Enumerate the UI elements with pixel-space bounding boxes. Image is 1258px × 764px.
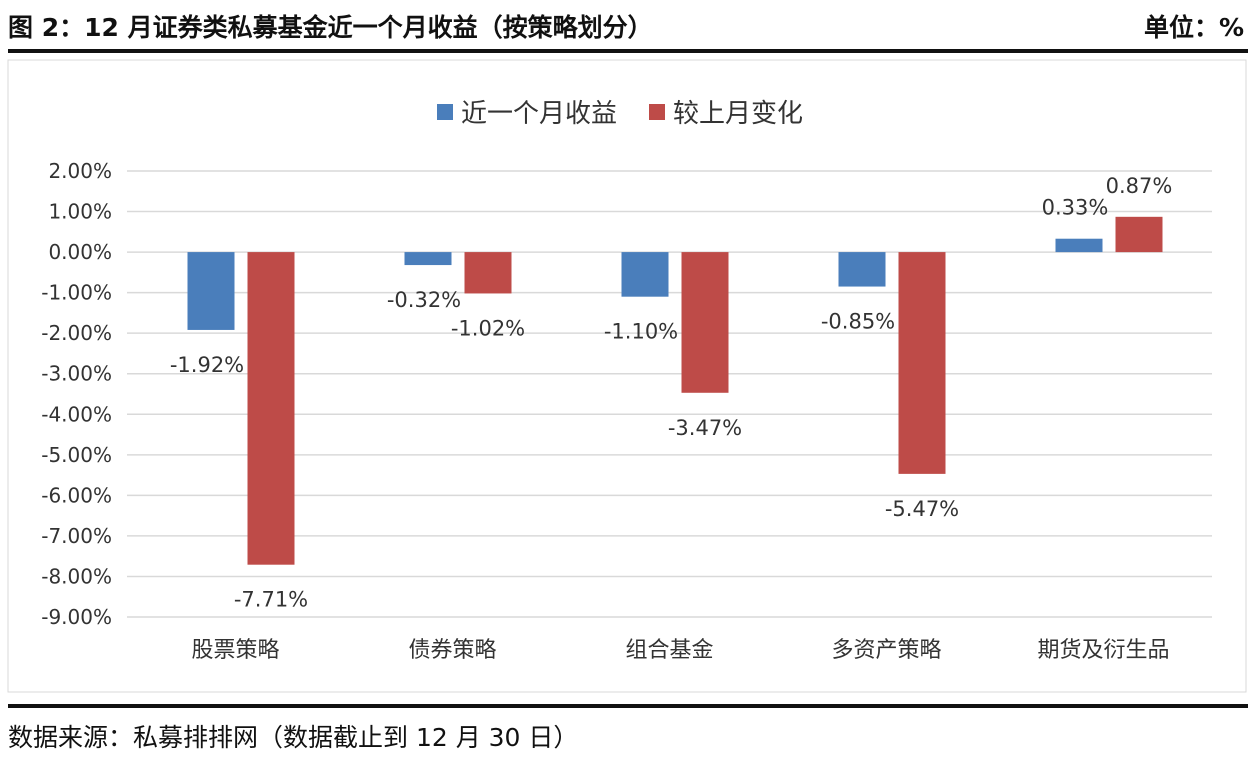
bar-change xyxy=(898,252,946,474)
bar-monthly-return xyxy=(621,252,669,297)
y-tick-label: -1.00% xyxy=(41,281,112,305)
y-tick-label: -7.00% xyxy=(41,524,112,548)
data-label: -7.71% xyxy=(234,588,308,612)
unit-label: 单位：% xyxy=(1143,13,1244,42)
y-tick-label: 2.00% xyxy=(48,159,112,183)
data-label: -3.47% xyxy=(668,416,742,440)
y-tick-label: -8.00% xyxy=(41,564,112,588)
y-tick-label: 0.00% xyxy=(48,240,112,264)
data-label: 0.33% xyxy=(1042,196,1109,220)
x-tick-label: 多资产策略 xyxy=(831,638,941,663)
legend-label: 近一个月收益 xyxy=(461,99,617,129)
bottom-rule xyxy=(8,704,1248,708)
y-tick-label: -5.00% xyxy=(41,443,112,467)
legend-swatch xyxy=(649,104,665,120)
y-tick-label: 1.00% xyxy=(48,200,112,224)
y-tick-label: -3.00% xyxy=(41,362,112,386)
data-label: -0.32% xyxy=(387,288,461,312)
legend-swatch xyxy=(437,104,453,120)
data-label: -5.47% xyxy=(885,497,959,521)
y-tick-label: -9.00% xyxy=(41,605,112,629)
bar-monthly-return xyxy=(1055,238,1103,253)
chart-border xyxy=(7,59,1247,693)
y-tick-label: -2.00% xyxy=(41,321,112,345)
data-label: -0.85% xyxy=(821,310,895,334)
bar-monthly-return xyxy=(187,252,235,330)
y-tick-label: -6.00% xyxy=(41,483,112,507)
legend-label: 较上月变化 xyxy=(673,99,803,129)
data-label: -1.02% xyxy=(451,316,525,340)
bar-monthly-return xyxy=(838,252,886,287)
data-label: -1.10% xyxy=(604,320,678,344)
y-tick-label: -4.00% xyxy=(41,402,112,426)
x-tick-label: 组合基金 xyxy=(625,638,713,663)
top-rule xyxy=(8,49,1248,53)
bar-monthly-return xyxy=(404,252,452,266)
bar-change xyxy=(1115,216,1163,253)
x-tick-label: 股票策略 xyxy=(191,638,279,663)
bar-change xyxy=(464,252,512,294)
x-tick-label: 债券策略 xyxy=(408,638,496,663)
bar-change xyxy=(681,252,729,393)
bar-change xyxy=(247,252,295,565)
figure-title: 图 2：12 月证券类私募基金近一个月收益（按策略划分） xyxy=(8,13,653,42)
data-label: -1.92% xyxy=(170,353,244,377)
data-label: 0.87% xyxy=(1106,174,1173,198)
x-tick-label: 期货及衍生品 xyxy=(1037,638,1169,663)
source-note: 数据来源：私募排排网（数据截止到 12 月 30 日） xyxy=(8,723,579,752)
